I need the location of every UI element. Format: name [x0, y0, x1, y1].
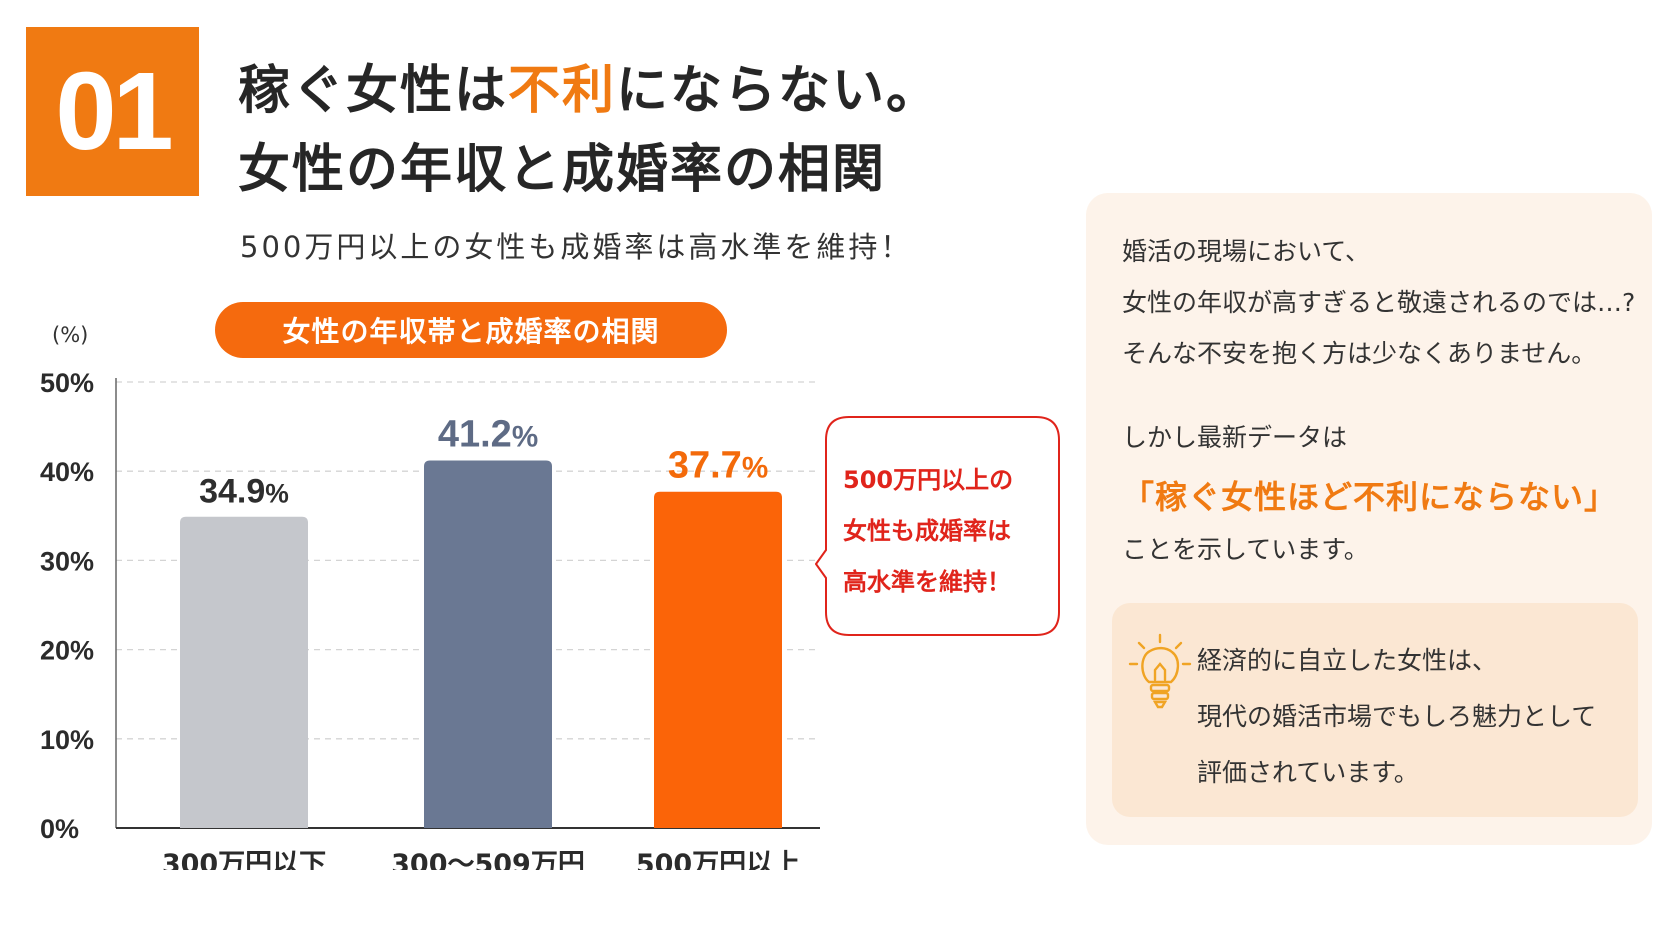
callout-line: 女性も成婚率は [843, 517, 1011, 545]
callout-text: 500万円以上の 女性も成婚率は 高水準を維持！ [843, 455, 1053, 608]
panel-intro-line: 女性の年収が高すぎると敬遠されるのでは…? [1122, 288, 1636, 317]
bar-chart: (%) 0% 10% 20% 30% 40% 50% 34.9% 300万円以下 41.2% 30… [40, 323, 820, 870]
tip-line: 現代の婚活市場でもしろ魅力として [1197, 702, 1597, 731]
y-tick-label: 30% [40, 546, 94, 576]
y-axis-unit-label: (%) [52, 323, 88, 347]
tip-line: 評価されています。 [1197, 758, 1419, 787]
panel-intro-line: 婚活の現場において、 [1122, 237, 1371, 266]
callout-line: 高水準を維持！ [843, 568, 1011, 596]
title-line2: 女性の年収と成婚率の相関 [238, 140, 887, 200]
section-number-badge: 01 [26, 27, 199, 196]
y-tick-label: 20% [40, 636, 94, 666]
y-tick-label: 0% [40, 814, 79, 844]
y-tick-label: 40% [40, 457, 94, 487]
title-line1-post: にならない。 [616, 61, 941, 121]
title-accent: 不利 [508, 61, 617, 121]
subtitle: 500万円以上の女性も成婚率は高水準を維持！ [240, 230, 913, 264]
chart-title: 女性の年収帯と成婚率の相関 [215, 302, 727, 358]
page-title: 稼ぐ女性は不利にならない。 女性の年収と成婚率の相関 [238, 52, 940, 210]
tip-line: 経済的に自立した女性は、 [1197, 646, 1498, 675]
bar [424, 460, 552, 828]
bar [654, 491, 782, 828]
bar-value-label: 34.9% [199, 473, 289, 511]
x-category-label: 500万円以上 [636, 849, 800, 870]
callout-line: 500万円以上の [843, 466, 1014, 494]
tip-box [1112, 603, 1638, 817]
y-tick-label: 50% [40, 368, 94, 398]
panel-intro-line: そんな不安を抱く方は少なくありません。 [1122, 339, 1597, 368]
panel-intro: 婚活の現場において、 女性の年収が高すぎると敬遠されるのでは…? そんな不安を抱… [1122, 226, 1635, 379]
bar-value-label: 41.2% [438, 413, 538, 455]
x-category-label: 300〜509万円 [391, 849, 585, 870]
y-tick-label: 10% [40, 725, 94, 755]
panel-lead: しかし最新データは [1122, 423, 1348, 452]
bar [180, 516, 308, 828]
panel-outro: ことを示しています。 [1122, 535, 1369, 564]
panel-highlight: 「稼ぐ女性ほど不利にならない」 [1122, 478, 1618, 516]
bar-value-label: 37.7% [668, 445, 768, 487]
callout-bubble [815, 416, 1060, 636]
x-category-label: 300万円以下 [162, 849, 326, 870]
lightbulb-icon [1128, 633, 1192, 709]
tip-text: 経済的に自立した女性は、 現代の婚活市場でもしろ魅力として 評価されています。 [1197, 633, 1596, 801]
title-line1-pre: 稼ぐ女性は [238, 61, 509, 121]
